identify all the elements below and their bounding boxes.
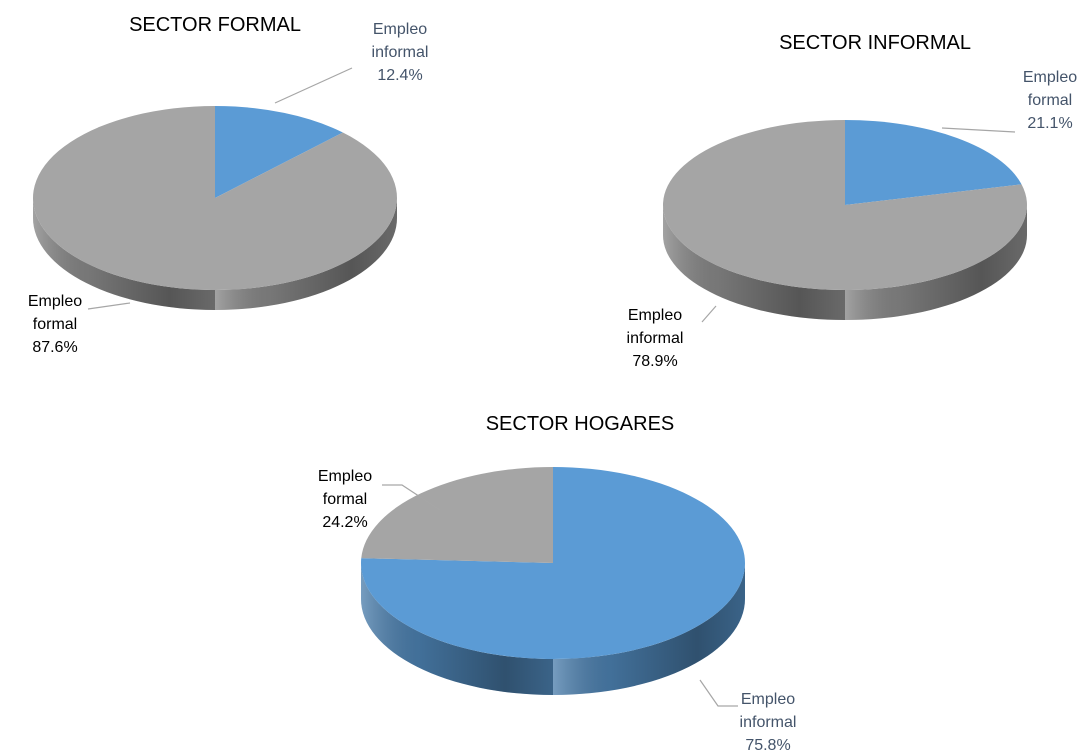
chart-title: SECTOR INFORMAL	[779, 32, 971, 54]
slice-side-shade	[553, 563, 745, 695]
slice	[33, 106, 398, 290]
label-name: Empleo formal	[1022, 69, 1078, 109]
label-name: Empleo informal	[626, 307, 684, 347]
label-value: 24.2%	[322, 514, 368, 531]
leader-line	[274, 67, 353, 104]
data-label: Empleo informal 12.4%	[360, 18, 440, 87]
slice-side-shade	[215, 198, 397, 310]
slice-side-shade	[663, 205, 845, 320]
label-name: Empleo informal	[371, 21, 429, 61]
chart-title: SECTOR HOGARES	[485, 413, 675, 435]
leader-line	[699, 679, 738, 707]
data-label: Empleo formal 24.2%	[305, 465, 385, 534]
leader-line	[382, 484, 441, 511]
data-label: Empleo informal 75.8%	[728, 688, 808, 755]
leader-line	[941, 127, 1016, 133]
label-value: 87.6%	[32, 339, 78, 356]
label-value: 78.9%	[632, 353, 678, 370]
slice-side-shade	[33, 198, 215, 310]
slice	[215, 106, 343, 198]
data-label: Empleo formal 87.6%	[15, 290, 95, 359]
label-name: Empleo formal	[317, 468, 373, 508]
slice	[361, 467, 553, 563]
slice-side-shade	[361, 563, 553, 695]
chart-title: SECTOR FORMAL	[129, 14, 301, 36]
slice	[845, 120, 1022, 205]
slice-side-shade	[845, 205, 1027, 320]
leader-line	[701, 305, 717, 323]
label-value: 12.4%	[377, 67, 423, 84]
label-value: 21.1%	[1027, 115, 1073, 132]
label-name: Empleo informal	[739, 691, 797, 731]
label-name: Empleo formal	[27, 293, 83, 333]
data-label: Empleo formal 21.1%	[1010, 66, 1090, 135]
leader-line	[87, 302, 131, 310]
data-label: Empleo informal 78.9%	[615, 304, 695, 373]
label-value: 75.8%	[745, 737, 791, 754]
slice	[663, 120, 1027, 290]
